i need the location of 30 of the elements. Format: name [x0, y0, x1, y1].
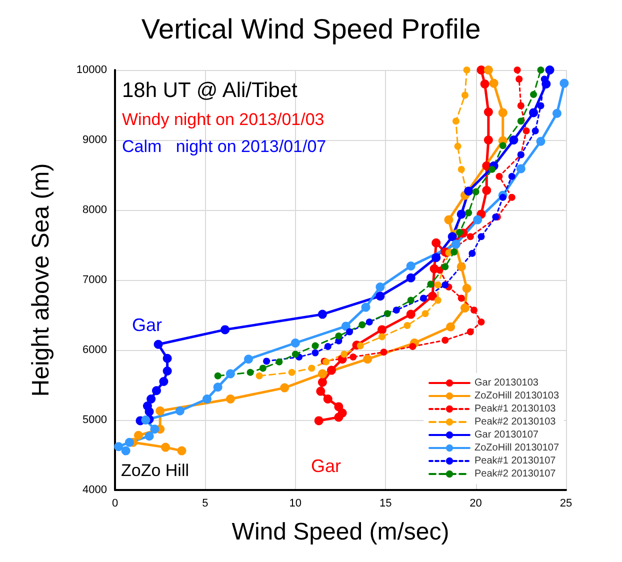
legend-label: Peak#1 20130107: [474, 456, 556, 466]
x-tick-label: 15: [379, 498, 392, 510]
legend-label: Gar 20130107: [474, 430, 539, 440]
legend-label: Peak#2 20130107: [474, 468, 556, 480]
y-tick-label: 9000: [82, 134, 107, 146]
y-tick-label: 8000: [82, 204, 107, 216]
y-tick-label: 5000: [82, 414, 107, 426]
chart-title: Vertical Wind Speed Profile: [141, 14, 481, 44]
legend-label: Gar 20130103: [474, 378, 539, 388]
y-tick-label: 6000: [82, 344, 107, 356]
x-tick-label: 10: [289, 498, 302, 510]
x-tick-label: 25: [560, 498, 572, 510]
y-tick-label: 10000: [76, 64, 107, 76]
legend-label: ZoZoHill 20130103: [474, 390, 560, 402]
annotation: Calm night on 2013/01/07: [122, 137, 326, 156]
x-tick-label: 5: [202, 498, 208, 510]
y-axis-title: Height above Sea (m): [28, 163, 54, 397]
y-tick-label: 4000: [82, 484, 107, 496]
x-axis-title: Wind Speed (m/sec): [232, 518, 450, 546]
annotation: Windy night on 2013/01/03: [122, 110, 324, 129]
x-tick-label: 20: [470, 498, 482, 510]
annotation: ZoZo Hill: [121, 461, 190, 480]
annotation: Gar: [311, 456, 342, 476]
x-tick-label: 0: [112, 498, 118, 510]
legend-label: ZoZoHill 20130107: [474, 442, 560, 454]
legend-label: Peak#1 20130103: [474, 404, 556, 414]
annotation: 18h UT @ Ali/Tibet: [122, 79, 298, 102]
annotation: Gar: [132, 315, 162, 335]
y-tick-label: 7000: [82, 274, 107, 286]
legend-label: Peak#2 20130103: [474, 416, 556, 428]
